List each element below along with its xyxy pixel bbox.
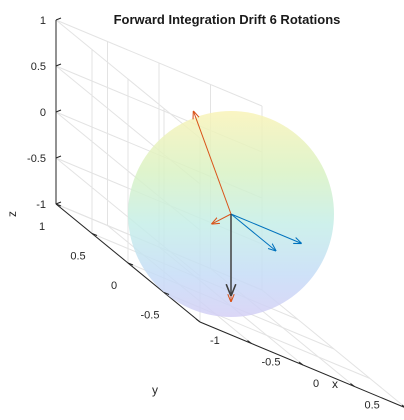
x-axis-label: x [332, 377, 338, 391]
y-tick-mark [91, 233, 98, 236]
x-tick-mark [401, 404, 404, 408]
tick-labels: 10.50-0.5-110.50-0.5-1-0.500.51 [27, 15, 404, 412]
z-tick-label: -1 [36, 199, 46, 211]
z-tick-label: 1 [40, 15, 46, 27]
y-tick-mark [127, 262, 134, 266]
z-tick-label: -0.5 [27, 153, 46, 165]
x-tick-mark [247, 340, 252, 344]
x-tick-label: 0 [313, 378, 319, 390]
x-axis-line [199, 321, 404, 408]
y-axis-label: y [152, 383, 158, 397]
z-tick-label: 0 [40, 107, 46, 119]
z-tick-mark [55, 63, 62, 67]
z-tick-mark [55, 109, 62, 113]
z-tick-label: 0.5 [31, 61, 46, 73]
y-tick-label: 0.5 [70, 251, 85, 263]
y-tick-mark [55, 203, 62, 207]
vector-arrows [194, 112, 301, 302]
z-axis-label: z [5, 211, 19, 217]
vector-arrow [212, 213, 232, 224]
grid-line [261, 289, 404, 408]
grid-line [55, 19, 263, 107]
y-tick-label: 1 [39, 221, 45, 233]
vector-arrow [194, 112, 232, 215]
y-axis-line [55, 203, 201, 323]
x-tick-label: -0.5 [262, 357, 281, 369]
x-tick-mark [195, 318, 201, 323]
y-tick-label: 0 [111, 280, 117, 292]
vector-arrow [230, 213, 276, 251]
z-tick-mark [55, 155, 62, 159]
chart-title: Forward Integration Drift 6 Rotations [114, 12, 341, 27]
y-tick-label: -0.5 [141, 310, 160, 322]
grid-line [55, 19, 201, 139]
x-tick-mark [350, 383, 355, 387]
x-tick-label: 0.5 [365, 400, 380, 412]
z-tick-mark [55, 17, 62, 21]
vector-arrow [230, 213, 301, 243]
x-tick-label: -1 [210, 335, 220, 347]
z-tick-mark [55, 201, 62, 205]
x-tick-mark [298, 361, 304, 366]
y-tick-mark [163, 292, 170, 295]
